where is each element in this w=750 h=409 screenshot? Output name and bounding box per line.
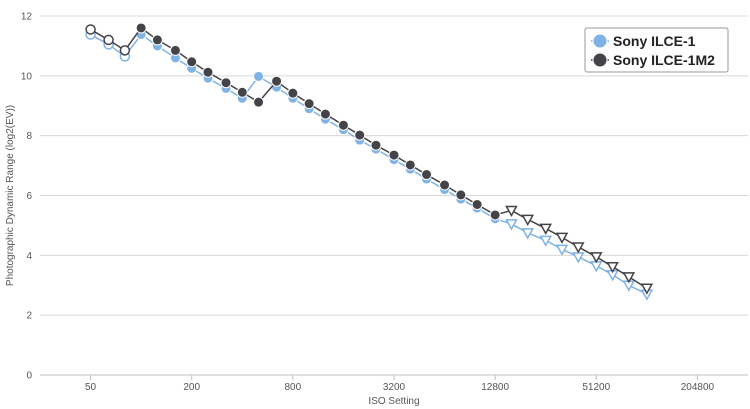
series-sony-ilce-1m2 (85, 22, 654, 295)
x-tick-label: 204800 (681, 382, 715, 393)
x-tick-label: 3200 (383, 382, 406, 393)
legend-item-sony-ilce-1[interactable]: Sony ILCE-1 (591, 33, 696, 49)
series-sony-ilce-1 (85, 29, 654, 301)
data-point (220, 77, 232, 89)
data-point (151, 34, 163, 46)
data-point (421, 169, 433, 181)
data-point (202, 66, 214, 78)
x-tick-label: 12800 (481, 382, 509, 393)
y-tick-label: 10 (21, 71, 33, 82)
data-point (388, 149, 400, 161)
y-tick-label: 12 (21, 12, 33, 23)
data-point (119, 45, 131, 56)
data-point (303, 98, 315, 110)
legend-swatch-marker (592, 52, 608, 68)
data-point (455, 189, 467, 201)
data-point (287, 87, 299, 99)
data-point (590, 252, 603, 264)
series-line (90, 26, 648, 289)
y-tick-label: 0 (26, 371, 32, 382)
data-point (370, 139, 382, 151)
data-point (572, 242, 585, 254)
data-point (555, 232, 569, 244)
data-point (572, 252, 585, 264)
data-point (103, 34, 114, 46)
y-tick-label: 4 (26, 251, 32, 262)
y-tick-label: 2 (26, 311, 32, 322)
data-point (186, 56, 198, 68)
data-point (505, 219, 518, 231)
x-tick-label: 50 (85, 382, 97, 393)
y-tick-label: 8 (26, 131, 32, 142)
x-tick-label: 51200 (582, 382, 610, 393)
data-point (85, 24, 96, 35)
data-point (471, 198, 483, 210)
data-point (622, 272, 636, 284)
data-point (505, 205, 518, 218)
series-line (90, 33, 648, 295)
y-tick-label: 6 (26, 191, 32, 202)
data-point (539, 235, 552, 247)
x-tick-label: 800 (285, 382, 302, 393)
data-point (521, 228, 534, 240)
y-axis-title: Photographic Dynamic Range (log2(EV)) (5, 105, 16, 286)
data-point (319, 108, 331, 120)
legend-box (584, 27, 729, 73)
data-point (404, 159, 416, 171)
data-point (606, 261, 619, 274)
grid-lines (40, 15, 748, 376)
data-point (135, 22, 147, 34)
data-point (253, 70, 265, 82)
legend-swatch-marker (592, 33, 608, 49)
data-point (337, 119, 349, 131)
legend-label-sony-ilce-1: Sony ILCE-1 (613, 33, 696, 49)
axes: 0 2 4 6 8 10 12 50 200 800 3200 12800 51200 204800 (21, 12, 715, 394)
data-point (555, 244, 569, 256)
legend-item-sony-ilce-1m2[interactable]: Sony ILCE-1M2 (591, 52, 715, 68)
data-point (521, 214, 534, 226)
x-tick-label: 200 (183, 382, 200, 393)
data-point (354, 129, 366, 141)
data-point (271, 75, 283, 87)
data-point (169, 44, 181, 56)
data-point (439, 179, 451, 191)
legend: Sony ILCE-1 Sony ILCE-1M2 (584, 27, 729, 73)
data-point (539, 223, 552, 235)
data-point (236, 86, 248, 98)
x-axis-title: ISO Setting (368, 396, 419, 407)
data-point (253, 96, 265, 108)
plot-area (85, 22, 654, 301)
data-point (489, 209, 501, 221)
legend-label-sony-ilce-1m2: Sony ILCE-1M2 (613, 52, 715, 68)
data-point (640, 283, 654, 295)
